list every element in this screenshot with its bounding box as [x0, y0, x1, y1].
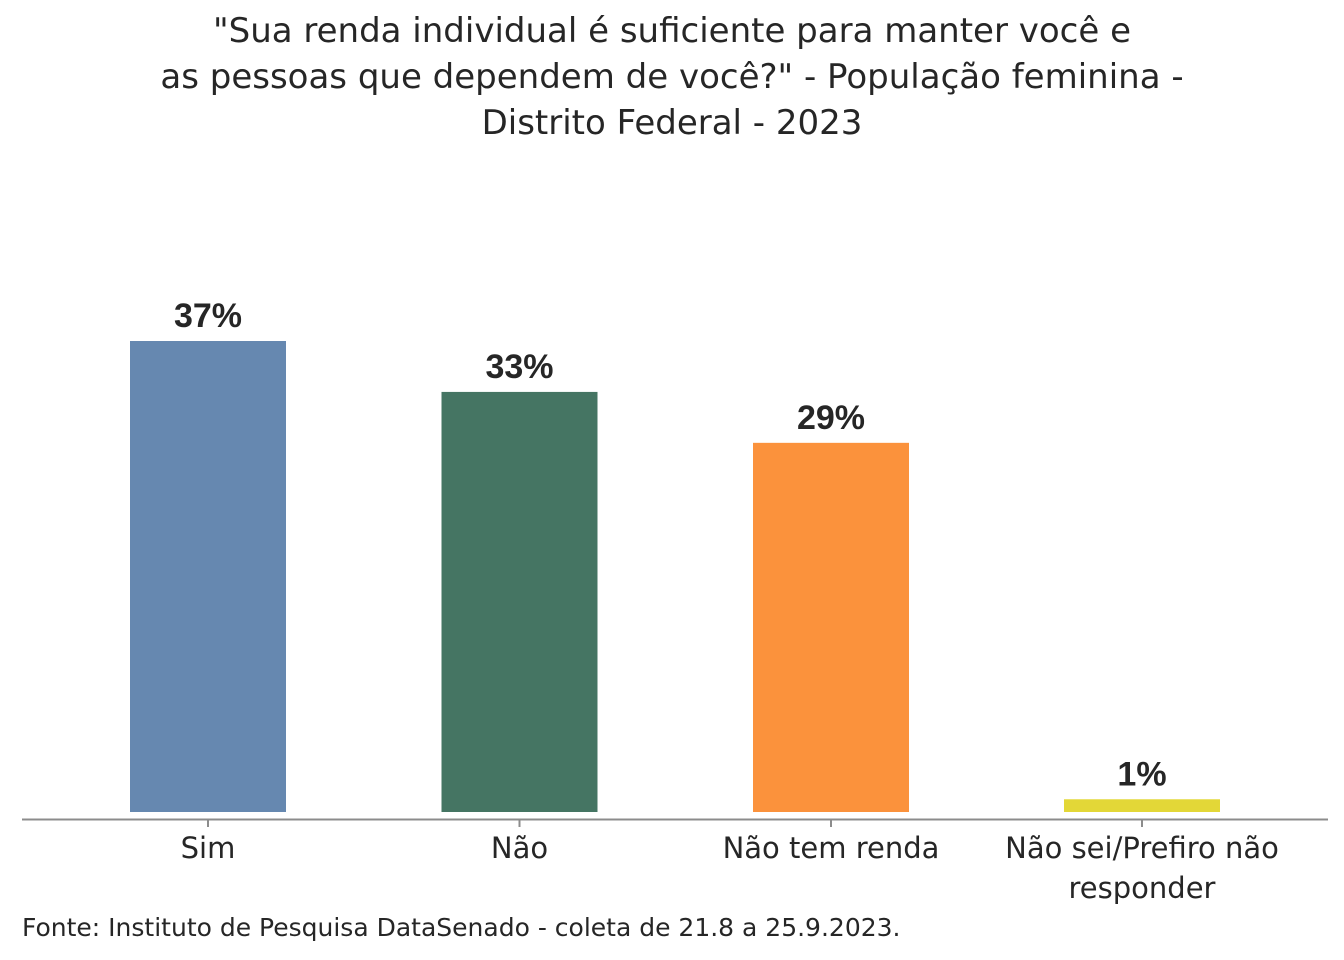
- data-label: 33%: [485, 348, 553, 386]
- source-note: Fonte: Instituto de Pesquisa DataSenado …: [22, 913, 901, 942]
- bar-0: [130, 341, 286, 812]
- bar-3: [1064, 799, 1220, 812]
- data-label: 29%: [797, 399, 865, 437]
- data-label: 1%: [1117, 755, 1166, 793]
- bar-2: [753, 442, 909, 812]
- x-tick-label: Não: [491, 831, 548, 865]
- chart-title-line: "Sua renda individual é suficiente para …: [212, 11, 1132, 51]
- bar-1: [441, 391, 598, 812]
- chart-title-line: Distrito Federal - 2023: [481, 103, 863, 143]
- chart-title-line: as pessoas que dependem de você?" - Popu…: [160, 57, 1184, 97]
- chart-title: "Sua renda individual é suficiente para …: [0, 8, 1344, 146]
- data-label: 37%: [174, 297, 242, 335]
- x-tick-label: Não sei/Prefiro não: [1005, 831, 1279, 865]
- x-tick-label: Não tem renda: [723, 831, 940, 865]
- x-tick-label: responder: [1069, 871, 1216, 905]
- x-tick-label: Sim: [181, 831, 236, 865]
